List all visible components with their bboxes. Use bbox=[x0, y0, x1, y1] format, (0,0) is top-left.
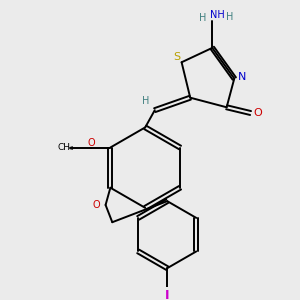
Text: H: H bbox=[226, 12, 233, 22]
Text: O: O bbox=[254, 108, 262, 118]
Text: O: O bbox=[92, 200, 100, 210]
Text: H: H bbox=[142, 96, 149, 106]
Text: CH₃: CH₃ bbox=[57, 143, 74, 152]
Text: I: I bbox=[165, 289, 169, 300]
Text: H: H bbox=[199, 13, 206, 23]
Text: N: N bbox=[238, 72, 246, 82]
Text: NH: NH bbox=[210, 10, 224, 20]
Text: S: S bbox=[173, 52, 180, 61]
Text: O: O bbox=[87, 138, 95, 148]
